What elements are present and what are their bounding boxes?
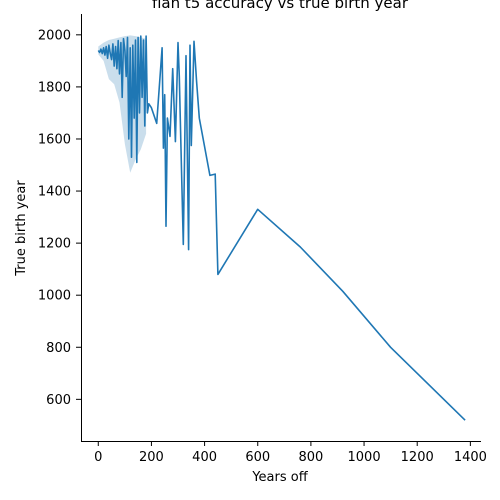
x-tick-label: 1000 — [348, 450, 381, 465]
x-tick-label: 1200 — [401, 450, 434, 465]
y-tick-label: 800 — [46, 341, 71, 356]
x-axis-title: Years off — [251, 470, 308, 485]
y-tick-label: 1200 — [38, 237, 71, 252]
x-tick-label: 200 — [139, 450, 164, 465]
confidence-band-layer — [98, 35, 147, 173]
y-tick-label: 1400 — [38, 185, 71, 200]
y-axis-ticks: 600 800 1000 1200 1400 1600 1800 2000 — [38, 28, 81, 408]
y-axis-title: True birth year — [14, 180, 29, 277]
x-axis-ticks: 0 200 400 600 800 1000 1200 1400 — [94, 441, 487, 465]
x-tick-label: 400 — [192, 450, 217, 465]
chart-title: flan t5 accuracy vs true birth year — [152, 0, 409, 12]
y-tick-label: 2000 — [38, 28, 71, 43]
x-tick-label: 0 — [94, 450, 102, 465]
x-tick-label: 1400 — [454, 450, 487, 465]
x-tick-label: 600 — [245, 450, 270, 465]
y-tick-label: 600 — [46, 393, 71, 408]
y-tick-label: 1800 — [38, 80, 71, 95]
y-tick-label: 1600 — [38, 132, 71, 147]
y-tick-label: 1000 — [38, 289, 71, 304]
confidence-band — [98, 35, 147, 173]
x-tick-label: 800 — [298, 450, 323, 465]
series-line-layer — [97, 35, 466, 421]
series-line — [97, 35, 466, 421]
